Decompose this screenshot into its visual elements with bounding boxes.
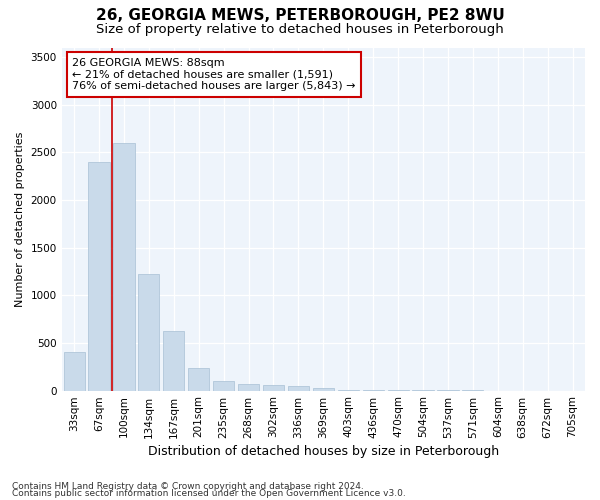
X-axis label: Distribution of detached houses by size in Peterborough: Distribution of detached houses by size … xyxy=(148,444,499,458)
Bar xyxy=(288,386,309,390)
Text: 26, GEORGIA MEWS, PETERBOROUGH, PE2 8WU: 26, GEORGIA MEWS, PETERBOROUGH, PE2 8WU xyxy=(95,8,505,22)
Text: Contains HM Land Registry data © Crown copyright and database right 2024.: Contains HM Land Registry data © Crown c… xyxy=(12,482,364,491)
Bar xyxy=(88,162,110,390)
Bar xyxy=(64,352,85,391)
Bar xyxy=(113,143,134,390)
Bar xyxy=(213,381,234,390)
Bar xyxy=(138,274,160,390)
Text: Size of property relative to detached houses in Peterborough: Size of property relative to detached ho… xyxy=(96,22,504,36)
Bar xyxy=(263,386,284,390)
Bar xyxy=(313,388,334,390)
Bar xyxy=(188,368,209,390)
Y-axis label: Number of detached properties: Number of detached properties xyxy=(15,132,25,306)
Bar xyxy=(238,384,259,390)
Text: Contains public sector information licensed under the Open Government Licence v3: Contains public sector information licen… xyxy=(12,490,406,498)
Text: 26 GEORGIA MEWS: 88sqm
← 21% of detached houses are smaller (1,591)
76% of semi-: 26 GEORGIA MEWS: 88sqm ← 21% of detached… xyxy=(72,58,356,91)
Bar xyxy=(163,332,184,390)
